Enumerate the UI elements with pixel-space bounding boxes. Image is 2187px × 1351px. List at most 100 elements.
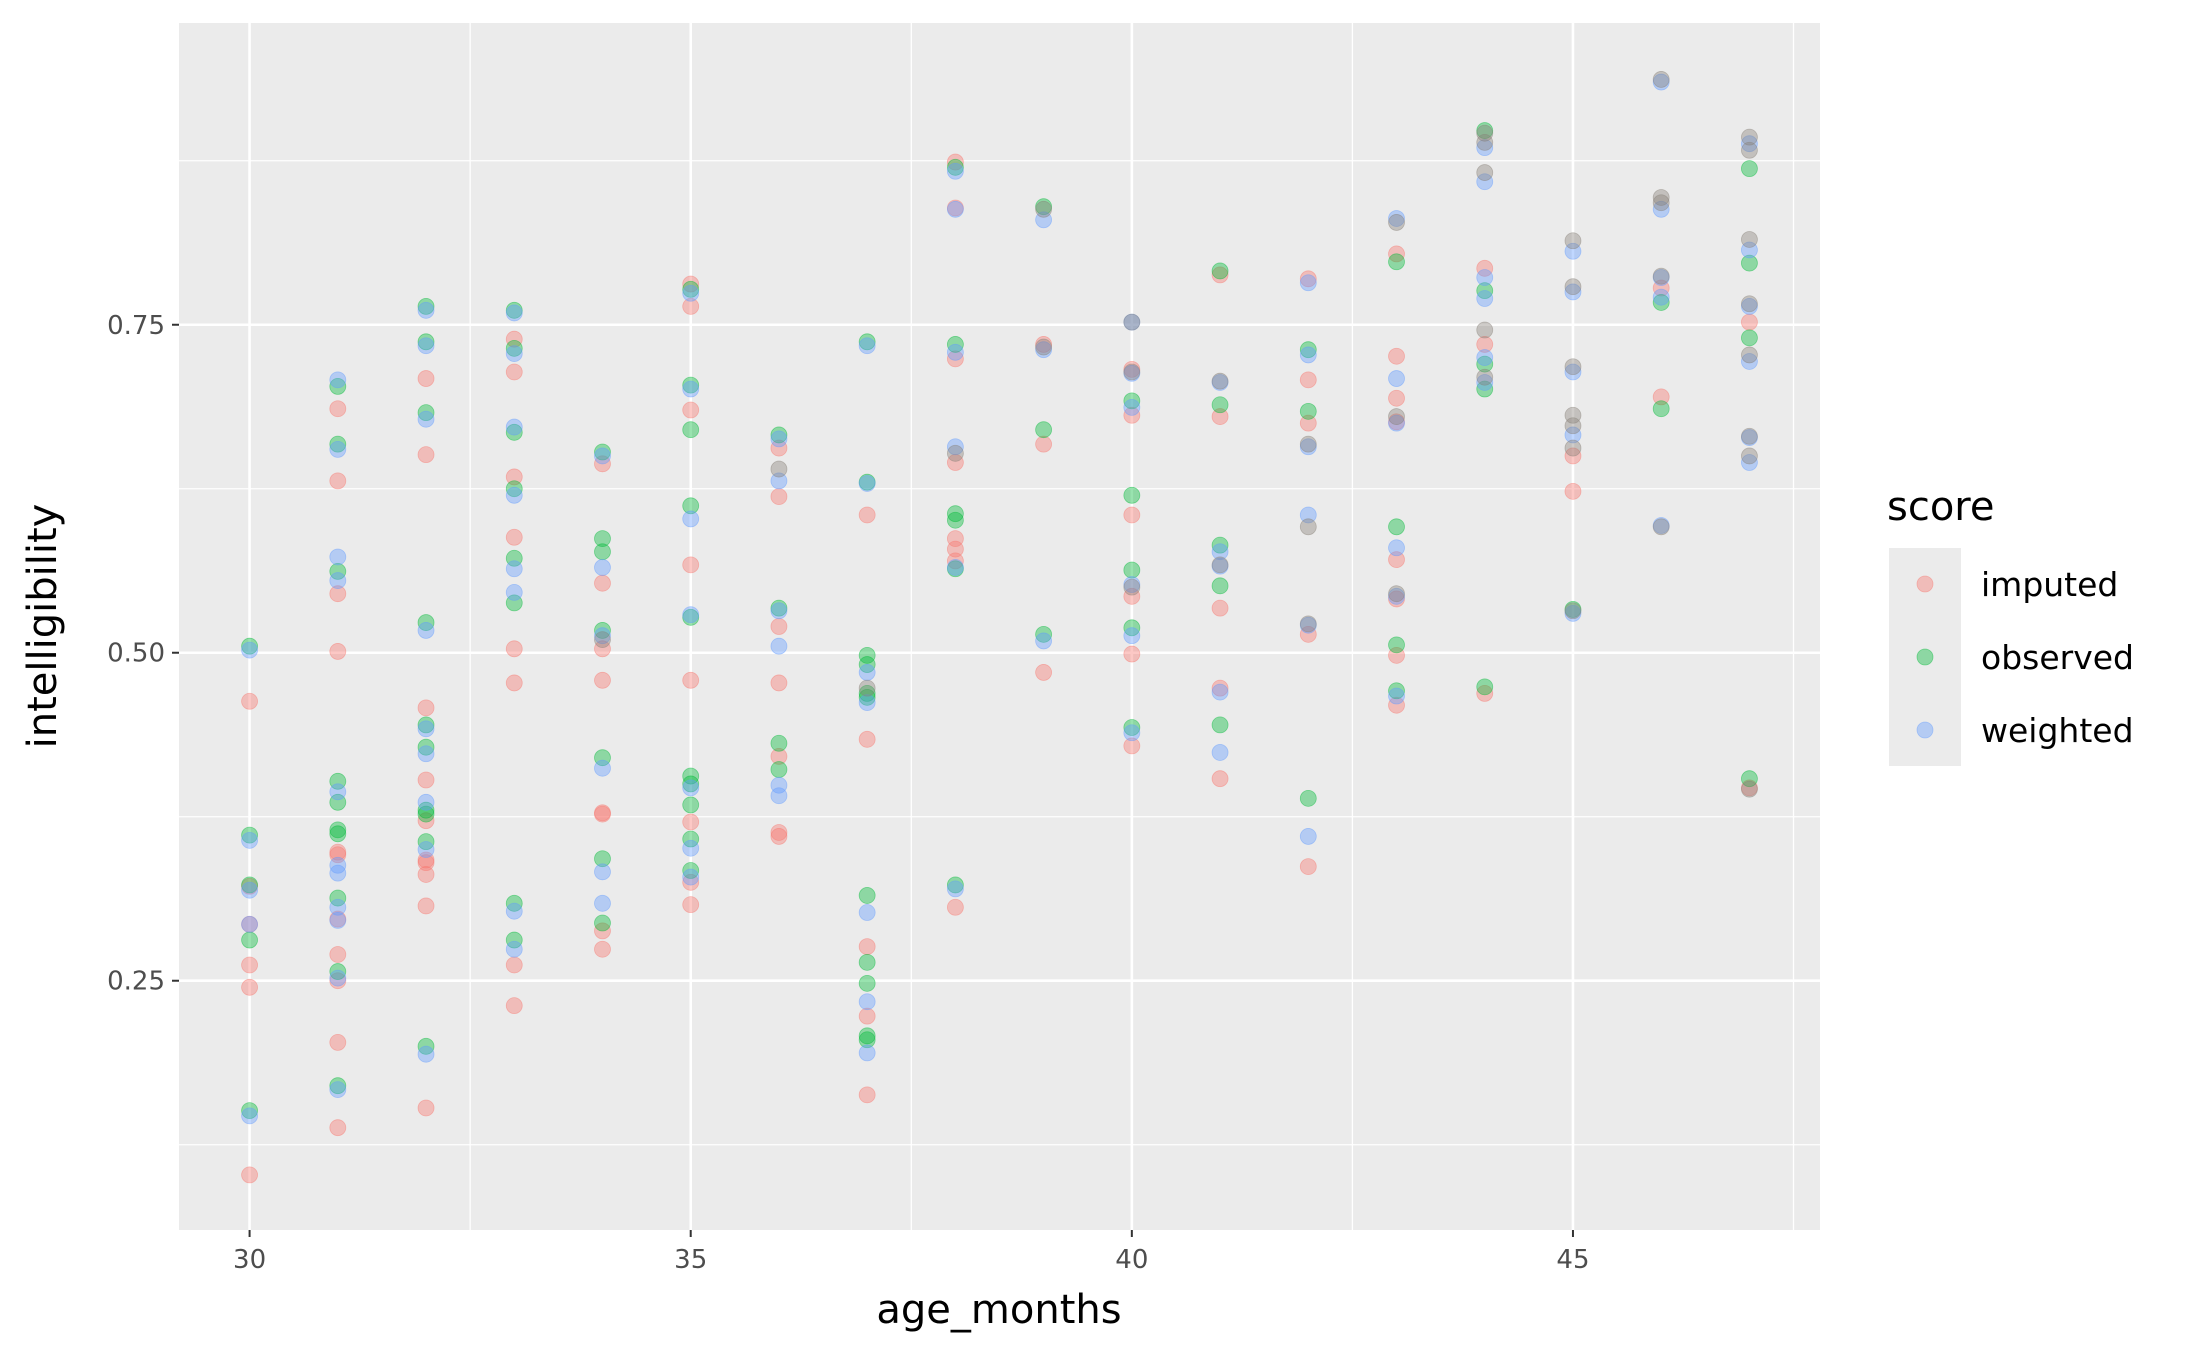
point-imputed (505, 468, 523, 486)
point-overlap (1123, 363, 1141, 381)
point-observed (1741, 160, 1758, 178)
point-overlap (1741, 346, 1758, 364)
point-imputed (1652, 279, 1670, 297)
point-observed (594, 914, 611, 932)
point-observed (858, 473, 876, 491)
point-weighted (946, 200, 964, 218)
data-points (241, 71, 1758, 1184)
point-imputed (1564, 482, 1582, 500)
point-imputed (1388, 551, 1405, 568)
point-observed (682, 862, 700, 879)
point-imputed (329, 643, 347, 660)
point-imputed (1123, 737, 1141, 755)
point-observed (858, 887, 876, 904)
point-imputed (946, 350, 964, 368)
point-imputed (1299, 625, 1317, 643)
point-imputed (241, 978, 258, 996)
point-imputed (682, 275, 700, 293)
point-imputed (1564, 447, 1582, 465)
point-imputed (417, 771, 435, 789)
point-imputed (1652, 388, 1670, 406)
point-weighted (1476, 349, 1494, 366)
point-observed (417, 716, 435, 734)
point-overlap (1123, 313, 1141, 331)
point-weighted (1035, 211, 1053, 229)
point-observed (1123, 719, 1141, 736)
point-imputed (682, 556, 700, 574)
point-imputed (858, 1086, 876, 1104)
point-imputed (1035, 336, 1053, 353)
point-weighted (1652, 73, 1670, 91)
point-weighted (505, 902, 523, 920)
point-observed (946, 158, 964, 176)
point-observed (1211, 716, 1229, 734)
point-weighted (1741, 454, 1758, 471)
point-weighted (594, 559, 611, 576)
legend-title: score (1887, 484, 1994, 530)
point-imputed (1388, 389, 1405, 407)
point-weighted (858, 475, 876, 492)
point-weighted (1035, 632, 1053, 650)
point-weighted (1299, 506, 1317, 524)
point-imputed (946, 530, 964, 547)
point-weighted (770, 472, 788, 490)
point-overlap (1299, 518, 1317, 536)
point-weighted (1741, 353, 1758, 370)
point-imputed (329, 585, 347, 603)
point-weighted (329, 911, 347, 929)
point-imputed (770, 488, 788, 506)
y-tick-label: 0.25 (107, 967, 165, 997)
point-imputed (417, 1099, 435, 1117)
point-imputed (329, 843, 347, 861)
point-imputed (770, 439, 788, 457)
point-weighted (682, 284, 700, 302)
point-weighted (858, 337, 876, 355)
x-tick-label: 30 (233, 1245, 266, 1275)
point-weighted (417, 301, 435, 319)
point-imputed (594, 574, 611, 592)
point-imputed (1388, 646, 1405, 664)
x-axis-title: age_months (876, 1287, 1121, 1333)
point-imputed (1123, 506, 1141, 524)
point-observed (682, 421, 700, 439)
point-overlap (946, 444, 964, 462)
point-imputed (241, 915, 258, 933)
point-imputed (594, 455, 611, 473)
point-observed (1564, 601, 1582, 618)
y-axis-title: intelligibility (20, 504, 66, 749)
point-imputed (241, 692, 258, 710)
point-imputed (1035, 664, 1053, 681)
point-overlap (1652, 71, 1670, 88)
point-imputed (505, 363, 523, 381)
point-imputed (594, 805, 611, 823)
point-weighted (594, 759, 611, 777)
point-imputed (1299, 270, 1317, 288)
point-weighted (1564, 363, 1582, 381)
point-weighted (682, 510, 700, 528)
point-weighted (329, 783, 347, 801)
point-overlap (1211, 556, 1229, 574)
point-observed (858, 688, 876, 706)
point-imputed (1035, 435, 1053, 453)
point-weighted (1652, 269, 1670, 286)
point-observed (329, 963, 347, 980)
x-tick-label: 40 (1115, 1245, 1148, 1275)
point-observed (417, 333, 435, 351)
major-grid (179, 23, 1820, 1230)
point-imputed (1388, 590, 1405, 608)
point-observed (946, 336, 964, 353)
legend-key-background (1889, 548, 1961, 766)
point-observed (329, 793, 347, 811)
point-imputed (594, 671, 611, 689)
point-imputed (1388, 245, 1405, 263)
point-weighted (1299, 438, 1317, 456)
point-observed (1652, 400, 1670, 418)
point-overlap (1564, 417, 1582, 435)
legend-label-observed: observed (1981, 638, 2134, 677)
point-imputed (946, 199, 964, 217)
point-observed (417, 738, 435, 756)
point-weighted (946, 438, 964, 456)
point-observed (1123, 392, 1141, 410)
point-imputed (1299, 414, 1317, 432)
